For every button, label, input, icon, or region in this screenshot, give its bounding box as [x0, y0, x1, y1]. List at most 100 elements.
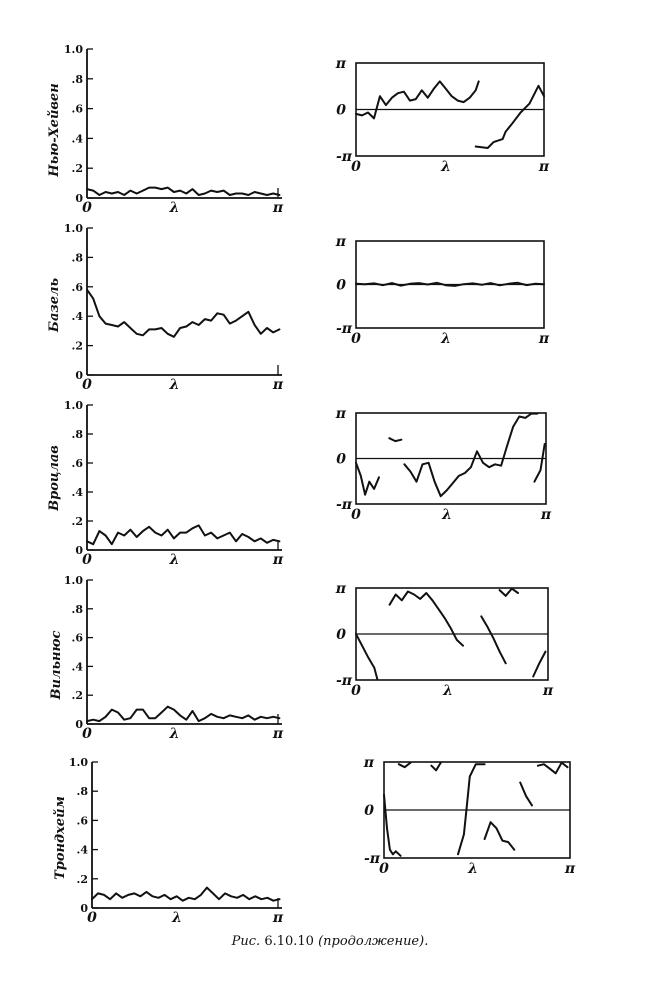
phase-x-axis-label: λ	[440, 159, 451, 175]
phase-panel: π0-π0 λ π	[335, 56, 550, 175]
caption-suffix: (продолжение).	[318, 934, 428, 949]
coherence-line	[86, 186, 281, 196]
phase-x-start-label: 0	[351, 507, 361, 523]
phase-line	[457, 763, 486, 856]
coherence-panel: 0 .2 .4 .6 .8 1.0 0 λ π Вильнюс	[49, 574, 284, 742]
phase-line	[498, 587, 519, 597]
phase-line	[355, 461, 380, 496]
city-label: Базель	[47, 277, 62, 333]
y-tick-label: 0	[75, 192, 83, 205]
x-axis-label: λ	[169, 377, 180, 393]
phase-x-axis-label: λ	[440, 331, 451, 347]
phase-x-axis-label: λ	[441, 507, 452, 523]
phase-bottom-label: -π	[336, 673, 353, 689]
city-label: Вроцлав	[47, 445, 62, 512]
coherence-line	[86, 705, 281, 723]
y-tick-label: .8	[77, 785, 89, 798]
phase-x-axis-label: λ	[442, 683, 453, 699]
y-tick-label: 0	[75, 718, 83, 731]
x-end-label: π	[272, 552, 284, 568]
phase-line	[355, 281, 545, 287]
x-start-label: 0	[82, 726, 92, 742]
coherence-line	[86, 524, 281, 546]
phase-x-end-label: π	[538, 331, 550, 347]
phase-line	[532, 650, 547, 678]
phase-x-start-label: 0	[379, 861, 389, 877]
coherence-panel: 0 .2 .4 .6 .8 1.0 0 λ π Базель	[47, 222, 284, 393]
phase-x-start-label: 0	[351, 331, 361, 347]
city-label: Нью-Хейвен	[47, 83, 62, 177]
phase-panel: π0-π0 λ π	[363, 755, 576, 877]
phase-panel: π0-π0 λ π	[335, 581, 554, 699]
y-tick-label: .6	[72, 457, 84, 470]
coherence-line	[91, 886, 281, 902]
y-tick-label: .2	[72, 162, 83, 175]
figure-caption: Рис. 6.10.10 (продолжение).	[231, 934, 429, 949]
phase-top-label: π	[363, 755, 375, 771]
y-tick-label: .8	[72, 428, 84, 441]
x-axis-label: λ	[169, 200, 180, 216]
caption-number: 6.10.10	[264, 934, 314, 949]
y-tick-label: .4	[72, 132, 84, 145]
caption-prefix: Рис.	[231, 934, 261, 949]
y-tick-label: .4	[77, 844, 89, 857]
y-tick-label: 1.0	[64, 222, 83, 235]
x-end-label: π	[272, 726, 284, 742]
phase-line	[355, 633, 379, 681]
phase-line	[483, 821, 516, 851]
phase-bottom-label: -π	[336, 149, 353, 165]
coherence-panel: 0 .2 .4 .6 .8 1.0 0 λ π Вроцлав	[47, 399, 284, 568]
y-tick-label: .8	[72, 73, 84, 86]
y-tick-label: .2	[72, 515, 83, 528]
phase-line	[388, 590, 464, 647]
phase-line	[355, 80, 480, 120]
y-tick-label: 1.0	[64, 43, 83, 56]
phase-x-start-label: 0	[351, 159, 361, 175]
y-tick-label: .6	[72, 103, 84, 116]
y-tick-label: .4	[72, 486, 84, 499]
phase-panel: π0-π0 λ π	[335, 234, 550, 347]
x-start-label: 0	[82, 377, 92, 393]
phase-top-label: π	[335, 234, 347, 250]
x-end-label: π	[272, 377, 284, 393]
phase-panel: π0-π0 λ π	[335, 406, 552, 523]
phase-bottom-label: -π	[336, 321, 353, 337]
phase-line	[519, 781, 533, 807]
y-tick-label: .6	[72, 281, 84, 294]
phase-x-end-label: π	[540, 507, 552, 523]
y-tick-label: .6	[77, 814, 89, 827]
coherence-line	[86, 288, 281, 338]
phase-bottom-label: -π	[336, 497, 353, 513]
phase-line	[480, 615, 507, 665]
phase-line	[388, 437, 403, 443]
phase-zero-label: 0	[336, 627, 346, 643]
x-start-label: 0	[82, 200, 92, 216]
phase-x-end-label: π	[538, 159, 550, 175]
phase-zero-label: 0	[336, 103, 346, 119]
phase-x-end-label: π	[542, 683, 554, 699]
x-start-label: 0	[82, 552, 92, 568]
y-tick-label: 1.0	[69, 756, 88, 769]
y-tick-label: .2	[77, 873, 88, 886]
phase-top-label: π	[335, 56, 347, 72]
y-tick-label: .4	[72, 310, 84, 323]
phase-top-label: π	[335, 406, 347, 422]
phase-x-end-label: π	[564, 861, 576, 877]
phase-top-label: π	[335, 581, 347, 597]
phase-line	[536, 761, 569, 775]
y-tick-label: 1.0	[64, 399, 83, 412]
phase-line	[403, 412, 539, 498]
x-end-label: π	[272, 200, 284, 216]
phase-x-start-label: 0	[351, 683, 361, 699]
x-end-label: π	[272, 910, 284, 926]
y-tick-label: 1.0	[64, 574, 83, 587]
phase-bottom-label: -π	[364, 851, 381, 867]
y-tick-label: .6	[72, 632, 84, 645]
y-tick-label: 0	[75, 369, 83, 382]
x-axis-label: λ	[171, 910, 182, 926]
y-tick-label: .2	[72, 340, 83, 353]
phase-x-axis-label: λ	[467, 861, 478, 877]
x-start-label: 0	[87, 910, 97, 926]
